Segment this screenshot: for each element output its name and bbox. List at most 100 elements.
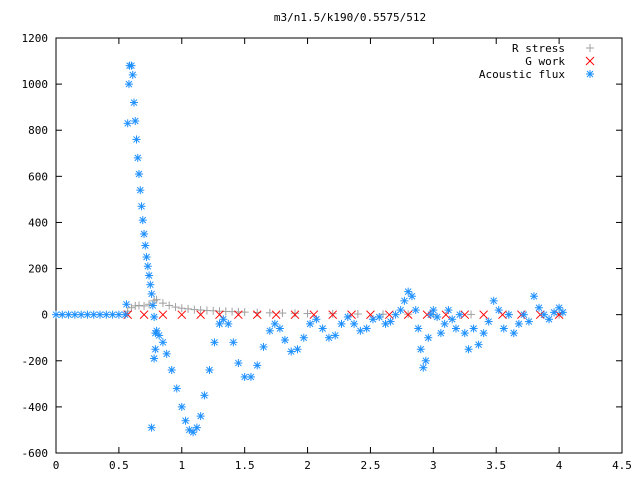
data-point [411,306,420,315]
data-point [127,303,136,312]
data-point [416,345,425,354]
data-point [469,324,478,333]
data-point [192,423,201,432]
y-tick-label: 400 [28,216,48,229]
data-point [240,308,249,317]
axes-layer: 0 0.5 1 1.5 2 2.5 3 3.5 4 4.5 -600 -400 -200 0 200 400 6… [22,32,632,472]
data-point [52,310,60,319]
x-tick-label: 2.5 [361,459,381,472]
data-point [184,304,193,313]
data-point [540,310,549,319]
y-tick-label: 1000 [22,78,49,91]
x-tick-label: 3 [430,459,437,472]
data-point [545,315,554,324]
data-point [177,402,186,411]
data-point [433,312,442,321]
data-point [479,329,488,338]
y-tick-label: -600 [22,447,49,460]
legend-marker [586,44,594,52]
data-point [196,310,205,320]
data-point [181,416,190,425]
data-point [152,295,161,304]
data-point [271,310,281,320]
data-point [137,202,146,211]
legend-marker [585,56,595,66]
data-point [489,296,498,305]
data-point [147,289,156,298]
data-point [155,331,164,340]
data-point [424,333,433,342]
data-point [375,312,384,321]
data-point [331,331,340,340]
data-point [421,356,430,365]
data-point [128,70,137,79]
data-point [290,310,300,320]
data-point [448,315,457,324]
data-point [404,287,413,296]
legend-label: Acoustic flux [479,68,565,81]
data-point [150,312,159,321]
data-point [151,345,160,354]
data-point [265,326,274,335]
data-point [290,309,299,318]
data-point [368,315,377,324]
y-tick-label: -200 [22,355,49,368]
data-point [529,292,538,301]
data-point [143,262,152,271]
data-point [141,241,150,250]
data-point [145,271,154,280]
data-point [132,135,141,144]
data-point [440,319,449,328]
data-point [189,428,198,437]
data-point [484,317,493,326]
data-point [362,324,371,333]
data-point [504,310,513,319]
data-point [142,253,151,262]
data-point [328,309,337,318]
data-point [124,80,133,89]
data-point [167,366,176,374]
data-point [139,310,149,320]
data-point [136,186,145,195]
data-point [400,296,409,305]
data-point [299,333,308,342]
data-point [265,308,274,317]
data-point [350,319,359,328]
data-point [172,384,181,393]
data-point [150,354,159,363]
y-tick-label: -400 [22,401,49,414]
data-point [534,303,543,312]
data-point [403,310,413,320]
chart-title: m3/n1.5/k190/0.5575/512 [274,11,426,24]
data-point [131,117,140,125]
data-point [419,363,428,372]
legend-label: R stress [512,42,565,55]
data-point [224,319,233,328]
data-point [479,310,488,320]
data-point [135,170,144,179]
data-point [158,299,167,308]
data-point [215,319,224,328]
data-point [129,98,138,107]
data-point [146,280,155,289]
data-point [148,301,157,310]
data-point [127,61,136,70]
data-point [147,423,156,432]
series-acoustic-flux [52,61,567,437]
data-point [312,315,321,324]
data-point [77,310,86,319]
data-point [474,340,483,349]
data-point [280,336,289,345]
data-point [555,303,564,312]
data-point [558,308,567,317]
plot-frame [55,37,623,454]
x-tick-label: 2 [304,459,311,472]
y-tick-label: 600 [28,170,48,183]
data-point [444,306,453,315]
data-point [140,301,149,310]
data-point [464,345,473,354]
data-point [396,306,405,315]
data-point [229,338,238,347]
